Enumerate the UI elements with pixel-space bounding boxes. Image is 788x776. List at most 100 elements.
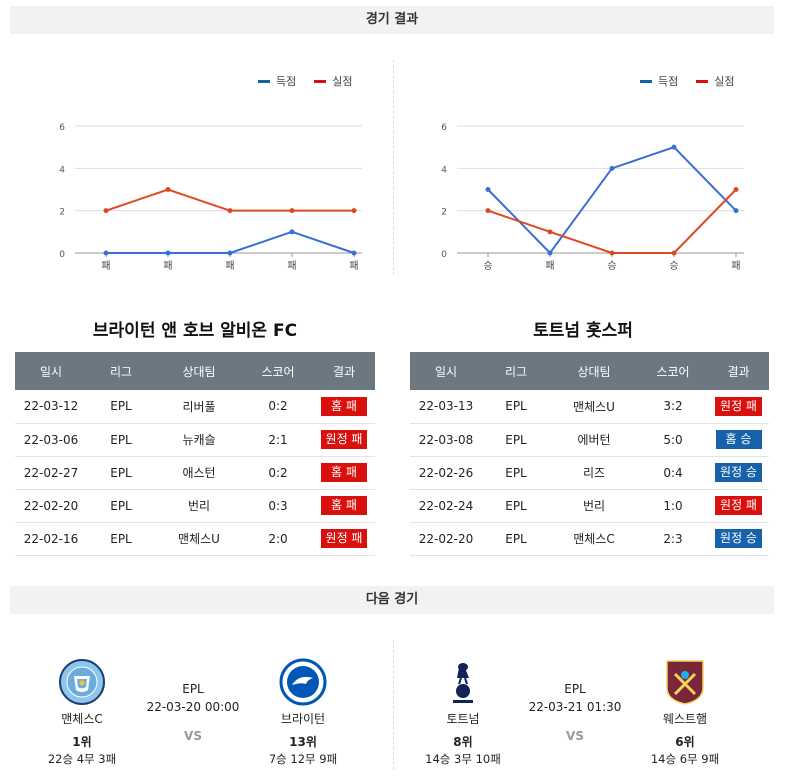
cell-score: 1:0 xyxy=(638,489,708,523)
cell-date: 22-03-08 xyxy=(410,423,482,457)
col-league: 리그 xyxy=(482,352,550,390)
table-row: 22-02-20 EPL 맨체스C 2:3 원정 승 xyxy=(410,522,769,556)
club-rank: 1위 xyxy=(72,735,92,749)
table-row: 22-02-26 EPL 리즈 0:4 원정 승 xyxy=(410,456,769,490)
cell-opponent: 맨체스U xyxy=(155,522,243,556)
legend-scored-swatch xyxy=(640,79,652,83)
result-badge: 홈 승 xyxy=(715,430,762,449)
cell-result: 원정 패 xyxy=(313,423,375,457)
data-point-conceded xyxy=(165,187,171,192)
legend-scored-label: 득점 xyxy=(276,75,297,88)
legend-conceded: 실점 xyxy=(314,73,353,89)
data-point-scored xyxy=(351,250,357,256)
data-point-scored xyxy=(227,250,233,256)
column-divider xyxy=(393,60,394,275)
cell-score: 0:3 xyxy=(243,489,313,523)
y-tick-label: 2 xyxy=(441,208,447,218)
result-badge: 홈 패 xyxy=(321,463,367,482)
series-line-scored xyxy=(487,146,737,255)
match-league: EPL xyxy=(564,682,586,696)
club-name: 맨체스C xyxy=(61,712,103,726)
y-tick-label: 4 xyxy=(441,165,447,175)
y-tick-label: 2 xyxy=(59,208,65,218)
cell-opponent: 리즈 xyxy=(550,456,638,490)
cell-score: 0:2 xyxy=(243,456,313,490)
cell-league: EPL xyxy=(87,390,155,424)
x-tick-label: 패 xyxy=(101,260,110,272)
data-point-scored xyxy=(547,250,553,256)
y-tick-label: 4 xyxy=(59,165,65,175)
table-row: 22-02-27 EPL 애스턴 0:2 홈 패 xyxy=(15,456,375,490)
legend-conceded-label: 실점 xyxy=(714,75,735,88)
data-point-scored xyxy=(609,165,615,171)
cell-date: 22-03-12 xyxy=(15,390,87,424)
cell-result: 홈 패 xyxy=(313,456,375,490)
result-badge: 원정 패 xyxy=(715,496,762,515)
home-club[interactable]: 맨체스C 1위 22승 4무 3패 xyxy=(37,658,127,767)
chart-legend-left: 득점 실점 xyxy=(258,73,353,89)
cell-date: 22-02-16 xyxy=(15,522,87,556)
y-tick-label: 6 xyxy=(59,123,65,133)
column-divider xyxy=(393,640,394,770)
vs-label: VS xyxy=(566,729,584,743)
chart-svg: 0 2 4 6 패 패 패 패 패 xyxy=(59,123,362,272)
club-name: 웨스트햄 xyxy=(662,712,708,726)
match-info: EPL 22-03-21 01:30 xyxy=(520,682,630,714)
cell-result: 홈 패 xyxy=(313,489,375,523)
away-club[interactable]: 브라이턴 13위 7승 12무 9패 xyxy=(258,658,348,767)
team-title-brighton: 브라이턴 앤 호브 알비온 FC xyxy=(92,321,298,341)
club-rank: 8위 xyxy=(453,735,473,749)
y-tick-label: 0 xyxy=(59,250,65,260)
vs-label: VS xyxy=(184,729,202,743)
away-club[interactable]: 웨스트햄 6위 14승 6무 9패 xyxy=(640,658,730,767)
legend-scored-label: 득점 xyxy=(658,75,679,88)
col-result: 결과 xyxy=(708,352,769,390)
cell-opponent: 맨체스U xyxy=(550,390,638,424)
club-name: 브라이턴 xyxy=(280,712,326,726)
cell-score: 0:4 xyxy=(638,456,708,490)
cell-score: 0:2 xyxy=(243,390,313,424)
data-point-scored xyxy=(289,229,295,235)
cell-league: EPL xyxy=(87,423,155,457)
data-point-conceded xyxy=(227,208,233,214)
col-opponent: 상대팀 xyxy=(155,352,243,390)
legend-conceded-swatch xyxy=(314,79,327,83)
match-info: EPL 22-03-20 00:00 xyxy=(138,682,248,714)
chart-svg: 0 2 4 6 승 패 승 승 패 xyxy=(441,123,744,272)
result-badge: 원정 승 xyxy=(715,463,762,482)
cell-league: EPL xyxy=(482,489,550,523)
cell-league: EPL xyxy=(87,522,155,556)
table-header-row: 일시 리그 상대팀 스코어 결과 xyxy=(410,352,769,390)
cell-opponent: 번리 xyxy=(155,489,243,523)
tottenham-logo xyxy=(439,658,487,706)
cell-result: 홈 패 xyxy=(313,390,375,424)
cell-score: 2:3 xyxy=(638,522,708,556)
cell-date: 22-02-26 xyxy=(410,456,482,490)
x-tick-label: 승 xyxy=(607,260,616,272)
chart-brighton-results: 0 2 4 6 패 패 패 패 패 xyxy=(0,0,788,290)
table-row: 22-03-08 EPL 에버턴 5:0 홈 승 xyxy=(410,423,769,457)
chart-legend-right: 득점 실점 xyxy=(640,73,735,89)
man-city-logo xyxy=(58,658,106,706)
result-badge: 원정 패 xyxy=(320,529,368,548)
data-point-conceded xyxy=(289,208,295,214)
x-tick-label: 승 xyxy=(483,260,492,272)
result-badge: 원정 패 xyxy=(715,396,762,416)
cell-date: 22-03-06 xyxy=(15,423,87,457)
section-header-results: 경기 결과 xyxy=(10,6,774,34)
cell-opponent: 번리 xyxy=(550,489,638,523)
cell-league: EPL xyxy=(482,522,550,556)
cell-score: 3:2 xyxy=(638,390,708,424)
next-match-2: 토트넘 8위 14승 3무 10패 EPL 22-03-21 01:30 VS … xyxy=(394,650,786,770)
results-table-brighton: 일시 리그 상대팀 스코어 결과 22-03-12 EPL 리버풀 0:2 홈 패 22-… xyxy=(15,352,375,556)
data-point-conceded xyxy=(733,187,739,192)
chart-tottenham-results: 0 2 4 6 승 패 승 승 패 xyxy=(0,0,788,290)
x-tick-label: 패 xyxy=(287,260,296,272)
home-club[interactable]: 토트넘 8위 14승 3무 10패 xyxy=(418,658,508,767)
cell-result: 원정 패 xyxy=(708,489,769,523)
cell-result: 홈 승 xyxy=(708,423,769,457)
match-datetime: 22-03-20 00:00 xyxy=(146,700,240,714)
brighton-logo xyxy=(279,658,327,706)
cell-date: 22-02-27 xyxy=(15,456,87,490)
cell-result: 원정 승 xyxy=(708,522,769,556)
